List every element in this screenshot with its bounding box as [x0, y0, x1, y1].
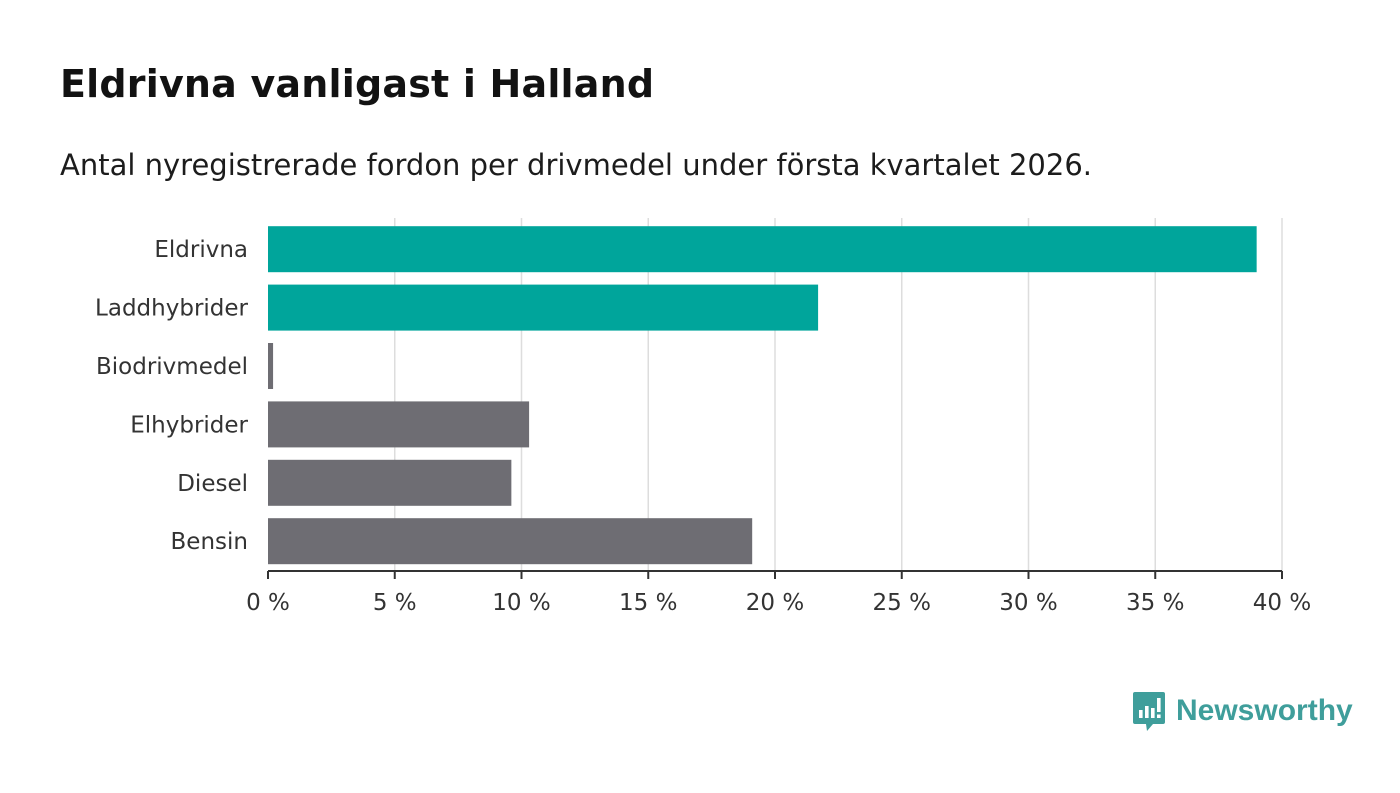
x-tick-label: 20 %	[746, 590, 804, 616]
chart-subtitle: Antal nyregistrerade fordon per drivmede…	[60, 148, 1093, 182]
brand-name: Newsworthy	[1176, 694, 1353, 727]
bar-chart-speech-bubble-icon	[1133, 692, 1165, 731]
bar-bensin	[268, 518, 753, 565]
x-tick-label: 25 %	[873, 590, 931, 616]
brand-logo: Newsworthy	[1132, 690, 1353, 732]
x-tick-label: 35 %	[1126, 590, 1184, 616]
category-label: Elhybrider	[130, 412, 248, 438]
x-tick-label: 5 %	[373, 590, 417, 616]
bar-biodrivmedel	[268, 343, 274, 389]
bar-elhybrider	[268, 401, 530, 448]
chart-title: Eldrivna vanligast i Halland	[60, 62, 655, 106]
bar-laddhybrider	[268, 284, 819, 331]
bar-eldrivna	[268, 226, 1257, 273]
category-label: Eldrivna	[154, 237, 248, 263]
x-tick-label: 30 %	[999, 590, 1057, 616]
x-tick-label: 15 %	[619, 590, 677, 616]
x-tick-label: 40 %	[1253, 590, 1311, 616]
category-label: Diesel	[177, 471, 248, 497]
category-label: Laddhybrider	[95, 296, 248, 322]
category-label: Bensin	[171, 529, 248, 555]
bar-diesel	[268, 459, 512, 506]
x-tick-label: 0 %	[246, 590, 290, 616]
x-tick-label: 10 %	[492, 590, 550, 616]
category-label: Biodrivmedel	[96, 354, 248, 380]
